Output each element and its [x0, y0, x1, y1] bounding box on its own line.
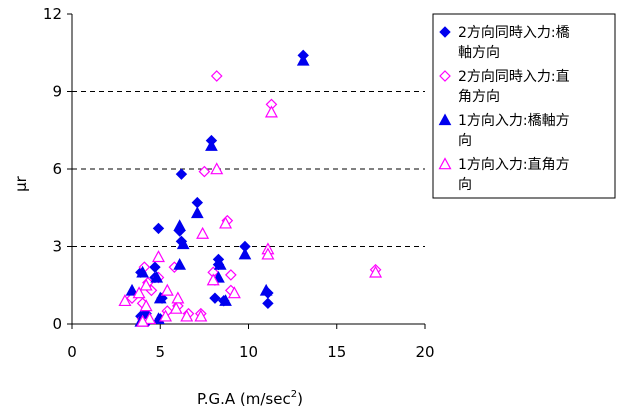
y-tick-label: 9 — [52, 83, 62, 101]
legend-label: 角方向 — [458, 89, 500, 105]
legend-marker — [438, 157, 452, 170]
series-2dir-bridge-axis-point — [175, 168, 188, 180]
series-1dir-perpendicular-point — [264, 105, 278, 118]
series-1dir-perpendicular-point — [139, 278, 153, 291]
series-1dir-bridge-axis-point — [296, 53, 310, 66]
legend-label: 向 — [458, 177, 472, 193]
legend: 2方向同時入力:橋軸方向2方向同時入力:直角方向1方向入力:橋軸方向1方向入力:… — [432, 13, 616, 199]
x-axis-title: P.G.A (m/sec2) — [197, 389, 303, 408]
series-1dir-bridge-axis-point — [213, 258, 227, 270]
legend-label: 軸方向 — [458, 45, 500, 61]
series-1dir-bridge-axis-point — [176, 237, 190, 250]
x-axis-title-main: P.G.A (m/sec — [197, 390, 291, 408]
x-axis-title-suffix: ) — [297, 390, 303, 408]
legend-label: 向 — [458, 133, 472, 149]
series-1dir-bridge-axis-point — [173, 258, 187, 270]
series-2dir-perpendicular-point — [198, 165, 211, 178]
legend-marker — [438, 113, 452, 126]
legend-box — [432, 13, 616, 199]
legend-label: 2方向同時入力:直 — [458, 68, 570, 85]
y-axis-title: μr — [12, 175, 30, 192]
series-1dir-perpendicular-point — [206, 273, 220, 286]
series-1dir-perpendicular-point — [196, 226, 210, 239]
series-1dir-perpendicular-point — [194, 309, 208, 322]
series-1dir-perpendicular-point — [143, 312, 157, 325]
legend-label: 2方向同時入力:橋 — [458, 25, 570, 41]
x-tick-label: 5 — [155, 343, 165, 361]
legend-items: 2方向同時入力:橋軸方向2方向同時入力:直角方向1方向入力:橋軸方向1方向入力:… — [438, 25, 570, 193]
x-tick-label: 10 — [239, 343, 258, 361]
series-1dir-perpendicular-point — [136, 314, 150, 327]
y-tick-label: 0 — [52, 315, 62, 333]
series-1dir-bridge-axis-point — [205, 139, 218, 151]
series-1dir-bridge-axis-point — [238, 247, 252, 260]
series-2dir-bridge-axis-point — [262, 297, 274, 310]
series-1dir-perpendicular-point — [169, 301, 183, 314]
y-tick-label: 6 — [52, 160, 62, 178]
series-1dir-perpendicular-point — [139, 299, 153, 312]
series-1dir-bridge-axis-point — [219, 294, 232, 306]
series-1dir-perpendicular-point — [159, 309, 173, 322]
series-1dir-bridge-axis-point — [190, 206, 204, 219]
series-2dir-bridge-axis-point — [152, 222, 165, 235]
x-tick-label: 0 — [67, 343, 77, 361]
series-1dir-perpendicular-point — [219, 216, 233, 229]
legend-marker — [439, 70, 451, 82]
series-1dir-bridge-axis-point — [150, 270, 164, 283]
series-2dir-bridge-axis-point — [191, 196, 204, 209]
y-tick-label: 3 — [52, 238, 62, 256]
series-1dir-bridge-axis-point — [136, 265, 149, 278]
legend-label: 1方向入力:直角方 — [458, 156, 570, 173]
x-tick-label: 20 — [415, 343, 434, 361]
series-1dir-perpendicular-point — [171, 291, 185, 304]
y-tick-label: 12 — [43, 5, 62, 23]
ticks-layer: 0 3 6 9 12 0 5 10 15 20 — [43, 5, 435, 361]
x-tick-label: 15 — [327, 343, 346, 361]
series-1dir-bridge-axis-point — [173, 219, 187, 232]
series-2dir-bridge-axis-point — [149, 261, 161, 273]
series-1dir-bridge-axis-point — [259, 283, 273, 296]
series-1dir-perpendicular-point — [369, 265, 383, 278]
series-1dir-perpendicular-point — [210, 162, 224, 175]
x-axis-title-superscript: 2 — [291, 389, 297, 400]
series-1dir-perpendicular-point — [118, 293, 132, 307]
points-layer — [118, 49, 383, 328]
series-1dir-perpendicular-point — [227, 286, 241, 299]
series-1dir-bridge-axis-point — [153, 291, 167, 304]
series-1dir-perpendicular-point — [180, 309, 194, 322]
series-2dir-perpendicular-point — [225, 269, 237, 281]
legend-label: 1方向入力:橋軸方 — [458, 113, 570, 129]
series-1dir-bridge-axis-point — [125, 283, 139, 296]
series-1dir-perpendicular-point — [151, 250, 165, 263]
series-1dir-perpendicular-point — [160, 283, 174, 296]
series-1dir-perpendicular-point — [261, 247, 275, 260]
grid-layer — [72, 91, 425, 247]
series-2dir-perpendicular-point — [210, 70, 223, 82]
legend-marker — [439, 26, 451, 38]
series-1dir-perpendicular-point — [132, 286, 146, 299]
series-2dir-bridge-axis-point — [209, 292, 221, 304]
